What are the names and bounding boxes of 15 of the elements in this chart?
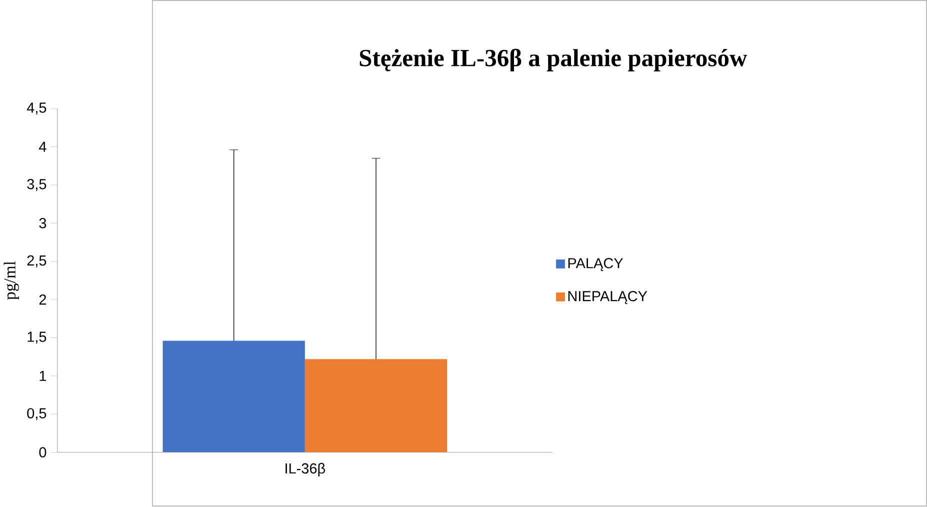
y-axis-title: pg/ml [4,261,19,300]
y-tick-label: 1,5 [28,332,46,344]
y-tick-label: 3 [39,218,46,229]
y-tick-label: 2 [39,294,46,305]
y-tick-label: 2,5 [27,256,46,268]
legend-label: NIEPALĄCY [568,291,648,304]
y-tick-label: 1 [40,371,46,382]
legend-label: PALĄCY [568,258,624,272]
chart-title: Stężenie IL-36β a palenie papierosów [360,49,748,72]
y-tick-label: 3,5 [27,179,46,192]
y-tick-label: 4,5 [26,102,46,115]
x-tick-label: IL-36β [286,463,326,477]
y-tick-label: 4 [39,142,46,152]
y-tick-label: 0,5 [27,408,46,420]
y-tick-label: 0 [39,447,46,458]
